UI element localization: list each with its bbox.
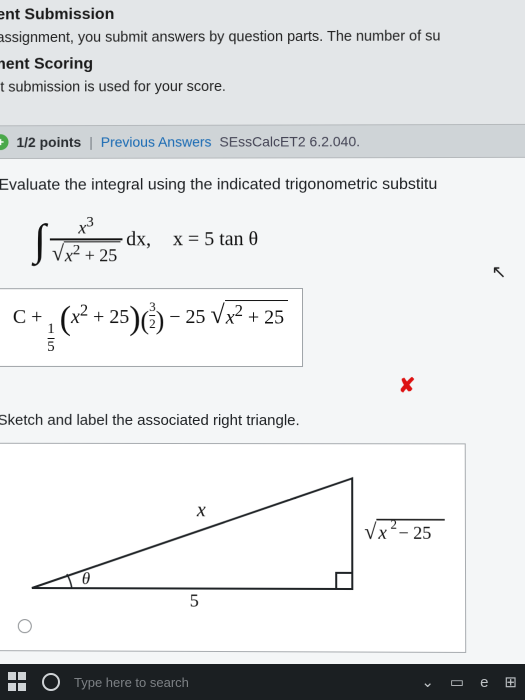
cortana-icon[interactable]	[42, 673, 60, 691]
incorrect-mark-icon: ✘	[0, 372, 524, 397]
svg-text:− 25: − 25	[398, 522, 431, 542]
separator: |	[89, 134, 93, 150]
adjacent-label: 5	[190, 590, 199, 609]
question-card: + 1/2 points | Previous Answers SEssCalc…	[0, 124, 525, 674]
integral-sign-icon: ∫	[34, 223, 46, 258]
angle-label: θ	[82, 569, 90, 588]
question-body: Evaluate the integral using the indicate…	[0, 158, 525, 673]
question-header-bar: + 1/2 points | Previous Answers SEssCalc…	[0, 125, 525, 159]
task-view-icon[interactable]: ▭	[450, 673, 464, 691]
sketch-prompt: Sketch and label the associated right tr…	[0, 411, 524, 429]
submission-text: is assignment, you submit answers by que…	[0, 28, 525, 46]
submission-title: ment Submission	[0, 4, 525, 24]
answer-input-box[interactable]: C + 1 5 (x2 + 25)(32) − 25 √x2 + 25	[0, 288, 303, 367]
integral-expression: ∫ x3 √x2 + 25 dx, x = 5 tan θ	[34, 214, 524, 266]
opposite-label: √ x 2 − 25	[364, 516, 445, 543]
triangle-figure: θ x 5 √ x 2 − 25	[0, 442, 466, 652]
question-reference: SEssCalcET2 6.2.040.	[219, 133, 360, 149]
integrand-fraction: x3 √x2 + 25	[50, 214, 122, 265]
assignment-page: ment Submission is assignment, you submi…	[0, 0, 525, 693]
scoring-text: last submission is used for your score.	[0, 78, 525, 96]
browser-icon[interactable]: e	[480, 674, 488, 691]
dx-label: dx,	[126, 229, 151, 252]
submission-header: ment Submission is assignment, you submi…	[0, 4, 525, 119]
expand-icon[interactable]: +	[0, 134, 9, 150]
svg-text:x: x	[377, 522, 387, 543]
taskbar-tray: ⌄ ▭ e ⊞	[421, 673, 517, 691]
triangle-option-radio[interactable]	[18, 619, 32, 633]
hypotenuse-label: x	[196, 499, 206, 521]
svg-text:√: √	[364, 518, 376, 543]
tray-icon[interactable]: ⌄	[421, 673, 434, 691]
right-triangle-svg: θ x 5 √ x 2 − 25	[12, 457, 453, 609]
svg-text:2: 2	[390, 516, 397, 531]
substitution-label: x = 5 tan θ	[173, 228, 258, 251]
scoring-title: nment Scoring	[0, 54, 525, 74]
question-prompt: Evaluate the integral using the indicate…	[0, 176, 523, 195]
points-label: 1/2 points	[16, 134, 81, 150]
cursor-icon: ↖	[491, 262, 506, 283]
taskbar-search-input[interactable]: Type here to search	[74, 675, 189, 690]
windows-taskbar: Type here to search ⌄ ▭ e ⊞	[0, 664, 525, 700]
previous-answers-link[interactable]: Previous Answers	[101, 134, 212, 150]
store-icon[interactable]: ⊞	[504, 673, 517, 691]
start-button[interactable]	[8, 672, 28, 692]
